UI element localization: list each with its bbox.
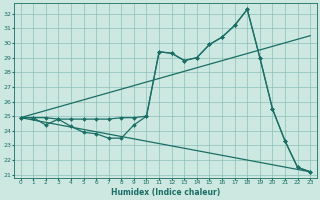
X-axis label: Humidex (Indice chaleur): Humidex (Indice chaleur): [111, 188, 220, 197]
